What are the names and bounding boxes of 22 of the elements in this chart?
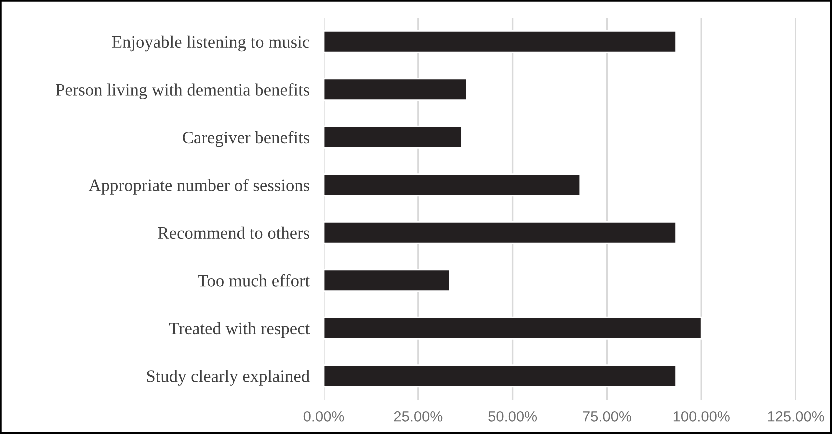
y-tick-label: Person living with dementia benefits: [56, 84, 310, 100]
bar: [324, 30, 677, 54]
y-tick-label: Recommend to others: [158, 226, 310, 240]
y-tick-label: Too much effort: [198, 274, 310, 287]
bar: [324, 126, 463, 149]
bar: [324, 269, 450, 292]
x-tick-label: 100.00%: [674, 411, 730, 422]
x-tick-label: 75.00%: [583, 411, 632, 422]
bar: [324, 221, 677, 244]
y-tick-label: Study clearly explained: [147, 370, 310, 386]
y-tick-label: Treated with respect: [169, 322, 310, 338]
x-tick-label: 50.00%: [488, 411, 538, 422]
x-tick-label: 125.00%: [768, 411, 824, 422]
bar: [324, 364, 677, 388]
bar: [324, 78, 468, 102]
x-tick-label: 25.00%: [394, 411, 443, 422]
bar: [324, 174, 582, 197]
y-tick-label: Caregiver benefits: [183, 131, 310, 148]
y-tick-label: Appropriate number of sessions: [88, 179, 310, 195]
x-tick-label: 0.00%: [304, 411, 344, 422]
bar: [324, 316, 702, 340]
y-tick-label: Enjoyable listening to music: [112, 36, 310, 52]
